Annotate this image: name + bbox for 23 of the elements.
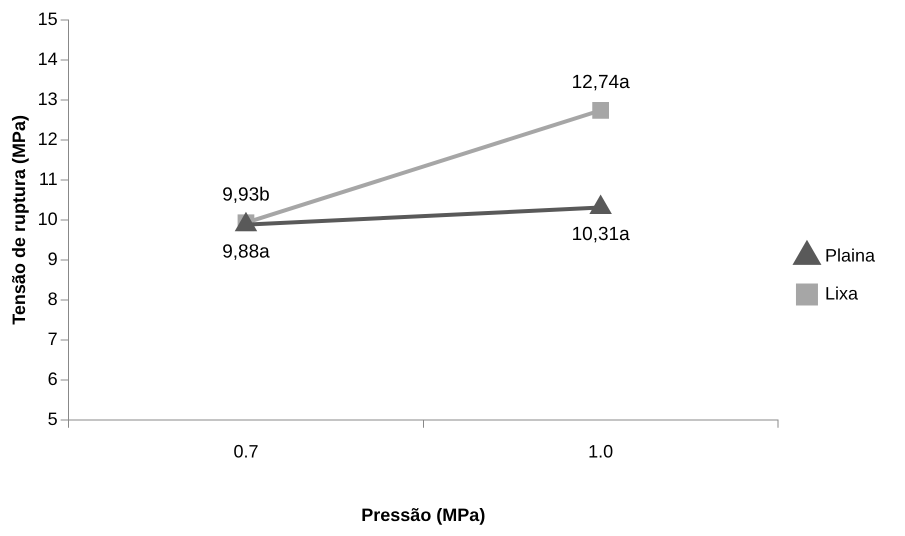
data-label: 9,88a <box>222 241 270 262</box>
y-tick-label: 8 <box>48 288 58 309</box>
y-tick-label: 15 <box>38 8 58 29</box>
point <box>590 196 610 214</box>
y-tick-label: 9 <box>48 248 58 269</box>
y-tick-label: 11 <box>38 168 58 189</box>
x-axis-title: Pressão (MPa) <box>361 505 486 526</box>
y-tick-label: 5 <box>48 408 58 429</box>
y-tick-label: 13 <box>38 88 58 109</box>
y-tick-label: 12 <box>38 128 58 149</box>
y-axis-title: Tensão de ruptura (MPa) <box>8 115 29 325</box>
data-label: 12,74a <box>572 72 630 94</box>
y-tick-label: 6 <box>48 368 58 389</box>
x-tick-label: 1.0 <box>588 442 614 462</box>
data-label: 9,93b <box>222 184 270 206</box>
x-tick-label: 0.7 <box>233 442 258 462</box>
point <box>592 102 609 119</box>
legend-label: Lixa <box>824 283 859 304</box>
y-tick-label: 10 <box>38 208 58 229</box>
data-label: 10,31a <box>572 224 630 246</box>
y-tick-label: 7 <box>48 328 58 349</box>
legend-label: Plaina <box>824 245 876 266</box>
y-tick-label: 14 <box>38 48 58 69</box>
